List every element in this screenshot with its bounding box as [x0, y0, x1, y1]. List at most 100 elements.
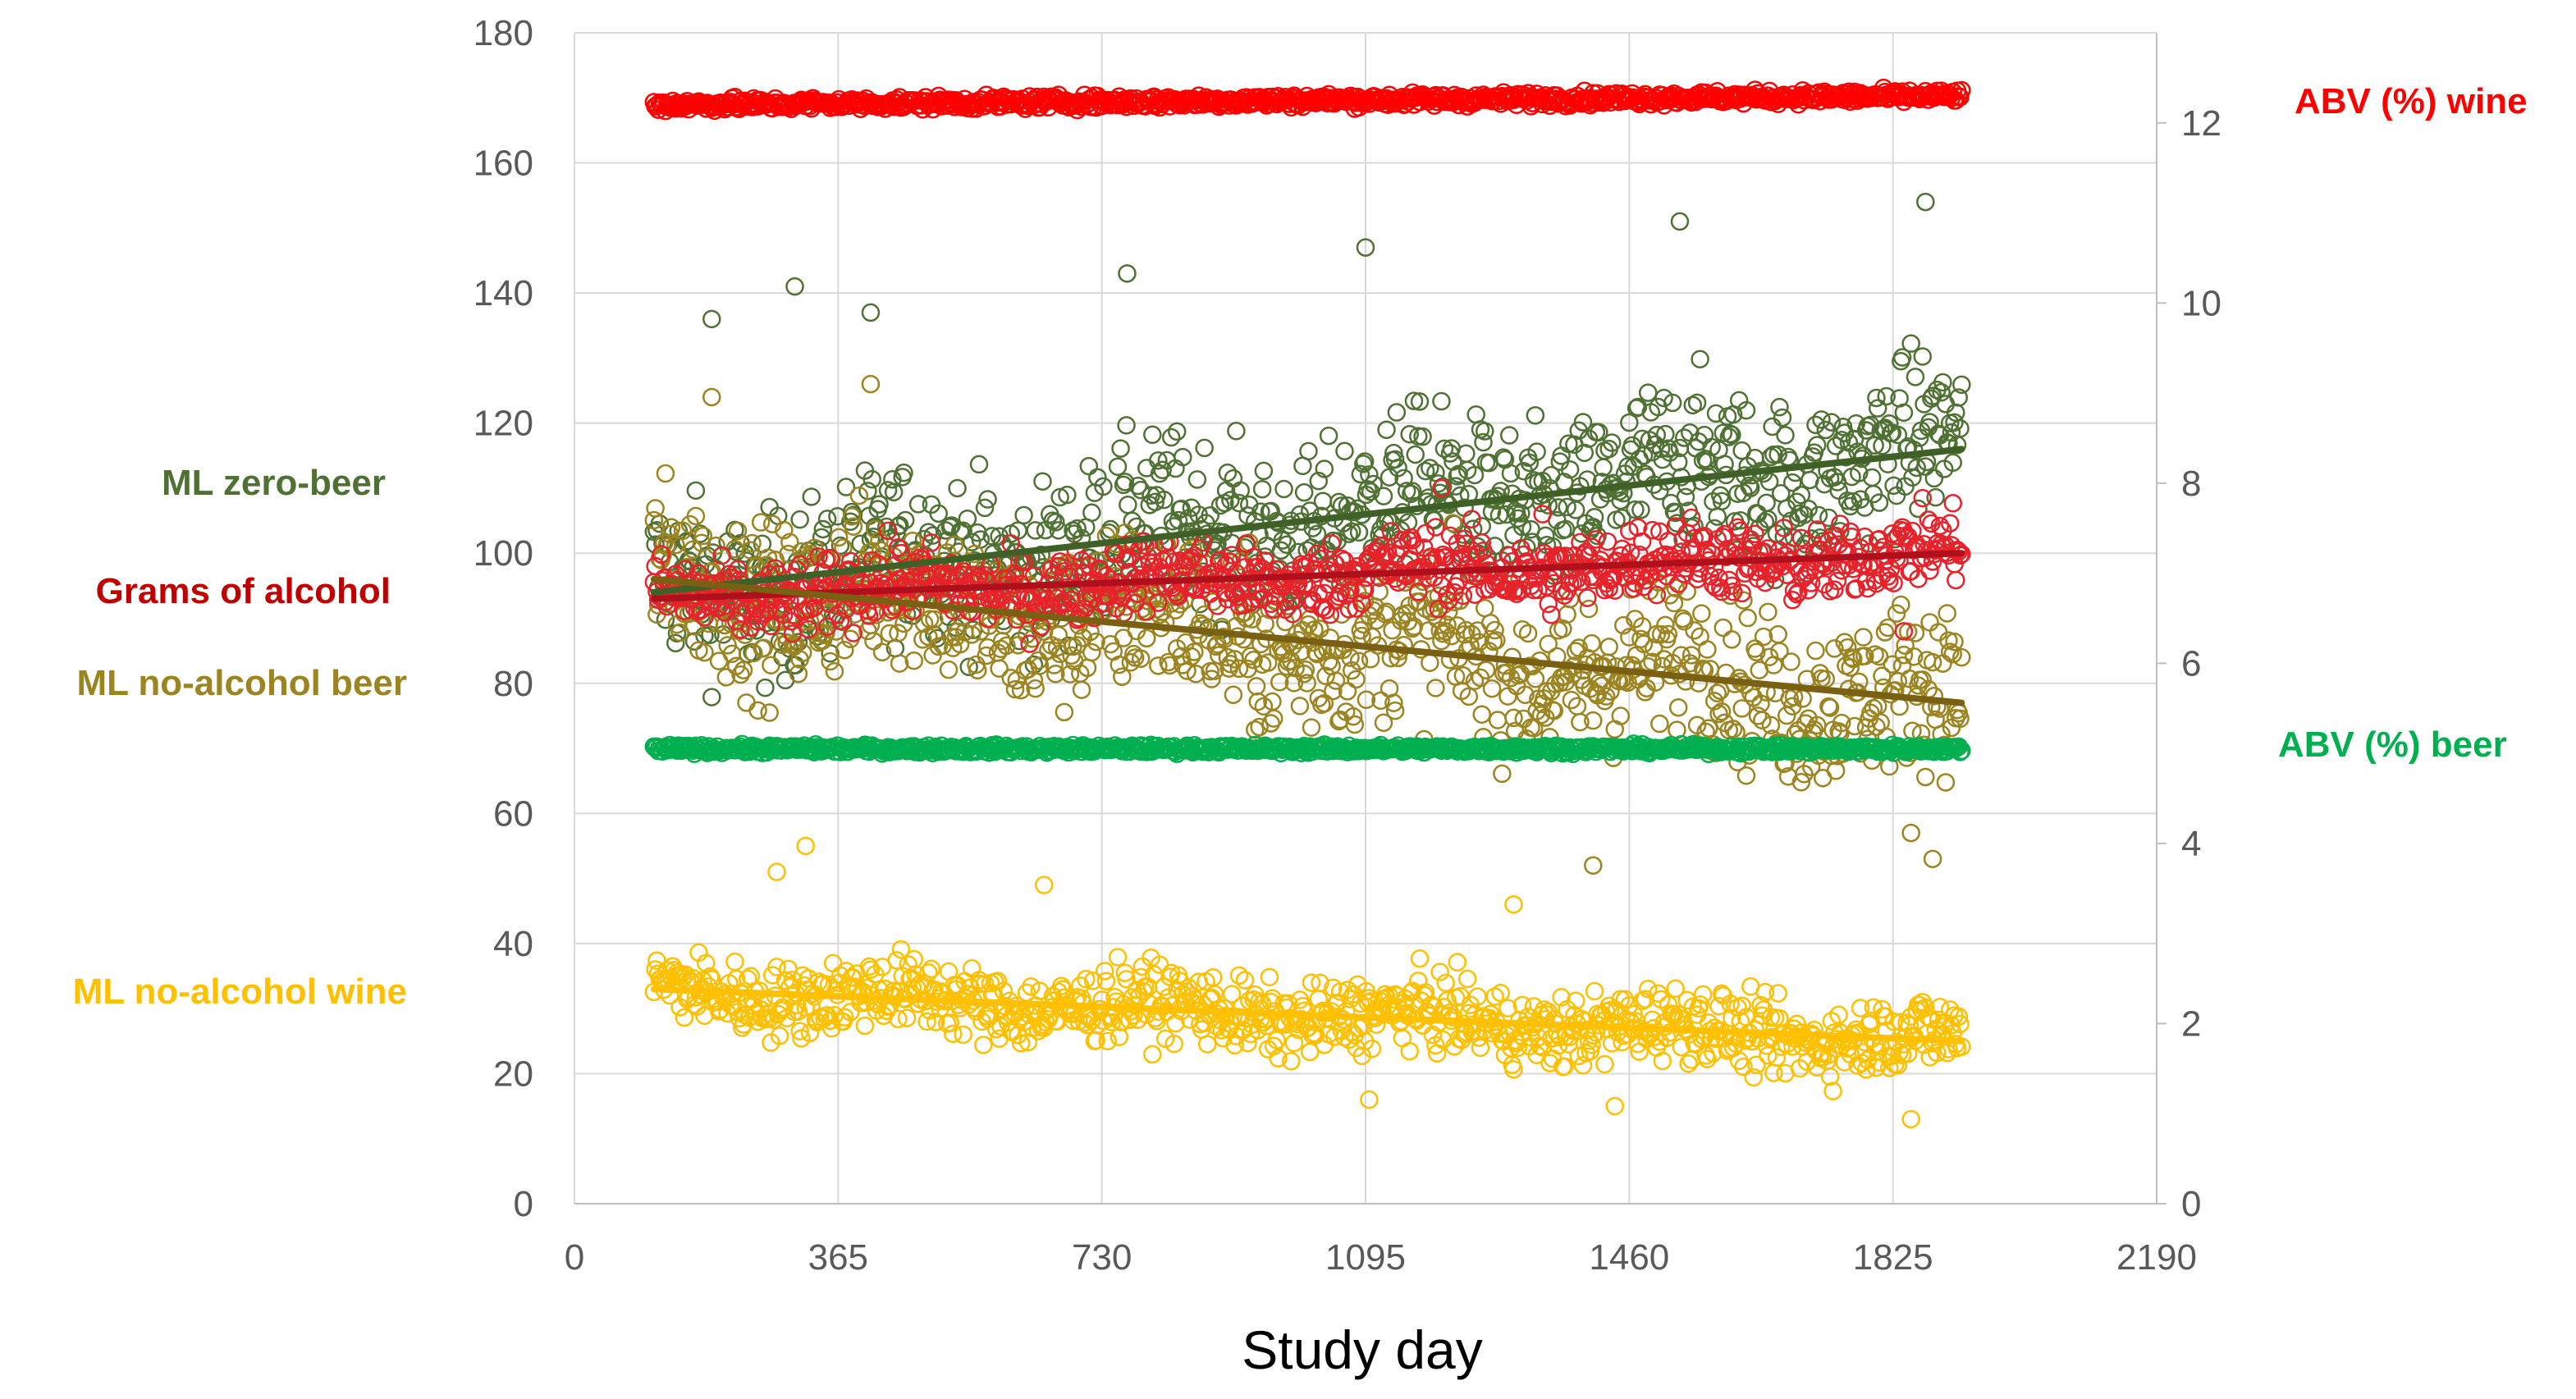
- data-point: [1774, 519, 1793, 537]
- data-point: [1224, 685, 1243, 705]
- data-point: [1119, 495, 1137, 514]
- data-point: [1471, 1038, 1490, 1058]
- data-point: [1783, 1037, 1802, 1056]
- data-point: [1311, 973, 1329, 993]
- data-point: [1949, 388, 1969, 407]
- data-point: [1202, 670, 1221, 688]
- data-point: [1693, 985, 1713, 1004]
- data-point: [1643, 652, 1662, 671]
- data-point: [1153, 460, 1172, 480]
- data-point: [1708, 507, 1727, 526]
- data-point: [926, 1013, 945, 1031]
- data-point: [1559, 1035, 1578, 1054]
- data-point: [1050, 487, 1069, 507]
- data-point: [1698, 540, 1717, 560]
- data-point: [1923, 652, 1942, 672]
- data-point: [895, 510, 915, 530]
- data-point: [1584, 518, 1603, 537]
- data-point: [1768, 984, 1787, 1003]
- data-point: [1825, 639, 1844, 658]
- data-point: [1759, 602, 1778, 622]
- data-point: [1952, 80, 1971, 100]
- data-point: [1806, 641, 1825, 661]
- data-point: [1185, 642, 1204, 661]
- data-point: [1782, 652, 1800, 671]
- data-point: [1560, 459, 1580, 479]
- data-point: [1602, 433, 1622, 452]
- data-point: [1083, 972, 1103, 990]
- data-point: [1699, 719, 1718, 738]
- data-point: [1082, 503, 1101, 523]
- data-point: [1347, 670, 1366, 689]
- data-point: [1335, 441, 1354, 461]
- data-point: [1825, 580, 1844, 599]
- data-point: [1841, 658, 1860, 677]
- data-point: [891, 543, 911, 563]
- data-point: [1501, 464, 1521, 483]
- data-point: [1512, 504, 1531, 523]
- data-point: [1050, 552, 1069, 571]
- data-point: [1167, 422, 1187, 441]
- data-point: [1544, 701, 1564, 720]
- data-point: [1809, 505, 1828, 525]
- data-point: [684, 995, 704, 1014]
- data-point: [1364, 474, 1383, 494]
- data-point-outlier: [1034, 876, 1054, 894]
- data-point: [908, 495, 928, 514]
- data-point: [702, 970, 721, 989]
- data-point: [1315, 459, 1334, 478]
- data-point: [1904, 441, 1924, 459]
- data-point: [1444, 514, 1462, 533]
- data-point: [1582, 633, 1601, 653]
- data-point: [887, 951, 906, 970]
- data-point: [1753, 711, 1772, 730]
- data-point: [1668, 697, 1688, 717]
- data-point: [1387, 403, 1407, 422]
- data-point: [1916, 767, 1935, 787]
- data-point: [1260, 967, 1279, 987]
- data-point: [1691, 350, 1709, 368]
- data-point: [1723, 425, 1741, 445]
- data-point: [1324, 681, 1343, 701]
- data-point: [1933, 373, 1952, 392]
- data-point: [1709, 997, 1728, 1016]
- data-point-outlier: [1605, 1096, 1624, 1116]
- data-point: [1643, 520, 1662, 540]
- data-point: [790, 555, 809, 574]
- data-point: [1316, 601, 1335, 619]
- data-point: [1691, 994, 1709, 1014]
- data-point: [675, 1008, 694, 1027]
- data-point: [1319, 426, 1338, 446]
- data-point: [1943, 453, 1962, 473]
- data-point: [870, 495, 889, 514]
- data-point: [1789, 583, 1808, 602]
- data-point: [954, 1025, 972, 1045]
- data-point: [1504, 708, 1523, 728]
- data-point: [1951, 709, 1970, 729]
- data-point: [897, 1008, 917, 1027]
- data-point: [1773, 408, 1792, 427]
- data-point: [1746, 524, 1764, 544]
- data-point: [1894, 403, 1914, 423]
- data-point: [1498, 999, 1517, 1017]
- data-point: [734, 661, 753, 679]
- data-point: [1759, 510, 1778, 529]
- data-point: [1634, 446, 1654, 465]
- data-point: [1075, 1013, 1094, 1032]
- data-point: [1826, 437, 1846, 455]
- data-point-outlier: [1584, 856, 1603, 876]
- data-point: [1913, 347, 1933, 366]
- data-point: [835, 1008, 854, 1027]
- data-point: [1907, 458, 1926, 478]
- data-point: [1362, 1039, 1382, 1058]
- data-point: [1685, 528, 1704, 548]
- data-point: [695, 642, 714, 662]
- data-point: [1906, 624, 1925, 642]
- data-point: [1529, 580, 1548, 600]
- data-point: [884, 482, 904, 502]
- data-point: [1599, 638, 1618, 656]
- data-point: [890, 515, 909, 535]
- data-point: [1169, 510, 1188, 530]
- data-point: [1091, 560, 1110, 579]
- data-point: [1105, 544, 1124, 564]
